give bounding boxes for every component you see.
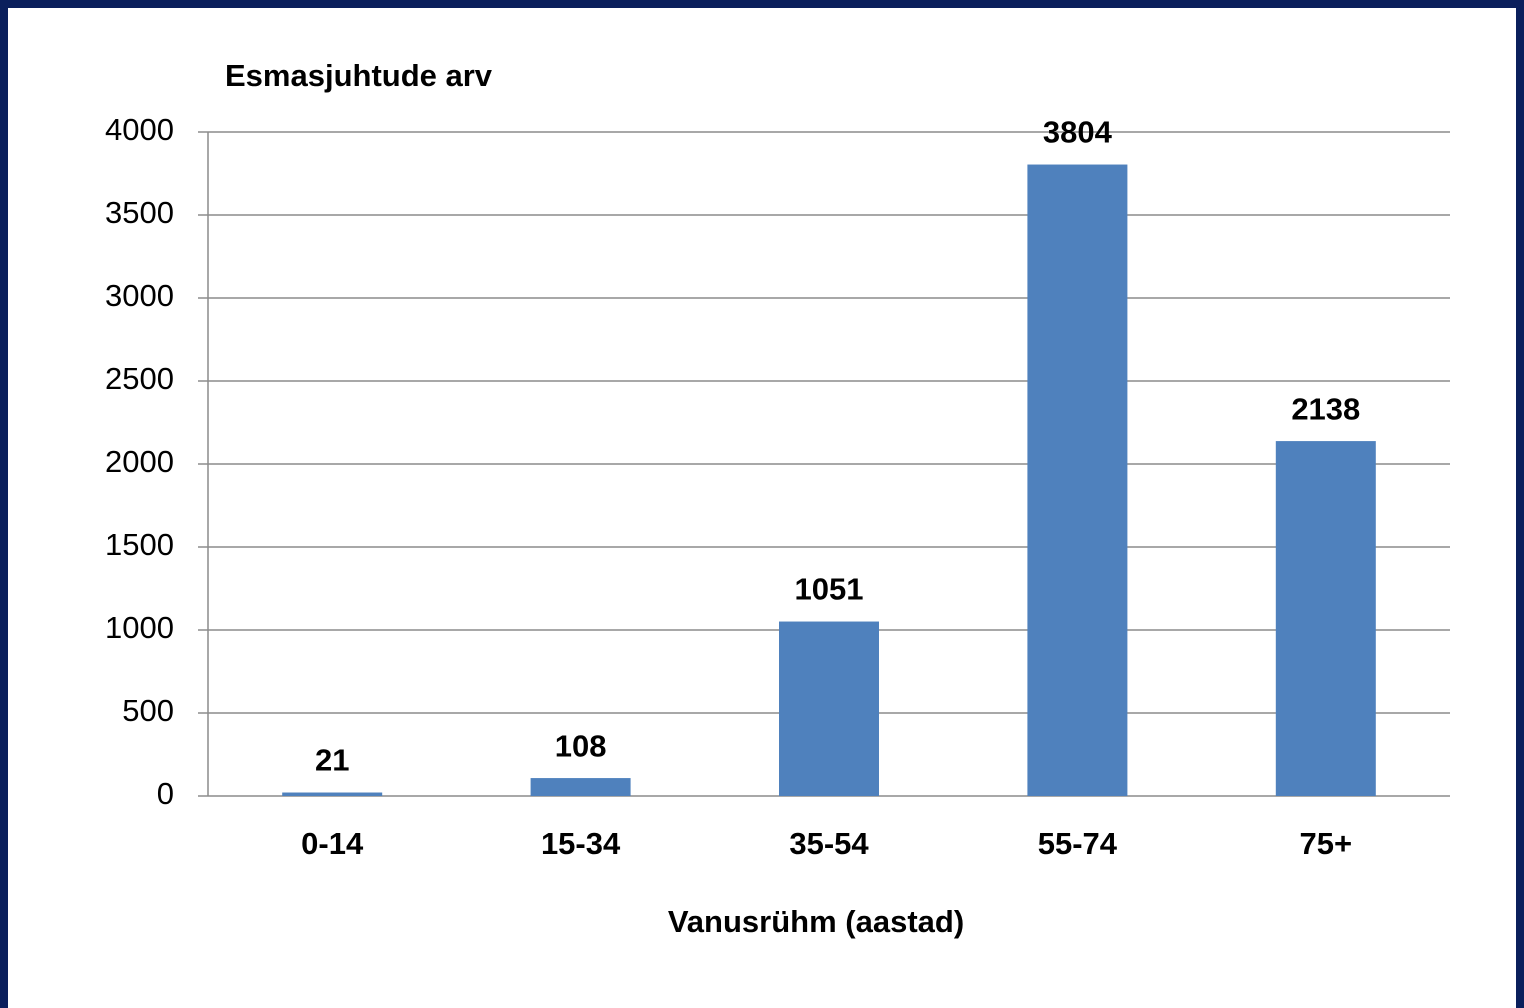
chart-title: Esmasjuhtude arv bbox=[225, 58, 493, 93]
bar bbox=[1275, 441, 1376, 796]
y-tick-label: 0 bbox=[157, 776, 174, 811]
x-tick-label: 15-34 bbox=[541, 826, 621, 861]
value-label: 21 bbox=[315, 743, 349, 778]
x-tick-label: 35-54 bbox=[789, 826, 869, 861]
y-tick-label: 4000 bbox=[105, 112, 174, 147]
x-tick-label: 55-74 bbox=[1038, 826, 1118, 861]
x-axis-title: Vanusrühm (aastad) bbox=[668, 904, 964, 939]
value-label: 108 bbox=[555, 728, 607, 763]
chart-background bbox=[8, 8, 1516, 1008]
bar bbox=[1027, 164, 1128, 796]
y-tick-label: 3500 bbox=[105, 195, 174, 230]
x-tick-label: 75+ bbox=[1300, 826, 1353, 861]
y-tick-label: 1500 bbox=[105, 527, 174, 562]
value-label: 3804 bbox=[1043, 115, 1113, 150]
y-tick-label: 2500 bbox=[105, 361, 174, 396]
value-label: 2138 bbox=[1291, 391, 1360, 426]
bar bbox=[282, 792, 383, 796]
bar bbox=[779, 621, 879, 796]
y-tick-label: 500 bbox=[122, 693, 174, 728]
bar bbox=[530, 778, 631, 796]
x-tick-label: 0-14 bbox=[301, 826, 364, 861]
y-tick-label: 3000 bbox=[105, 278, 174, 313]
y-tick-label: 1000 bbox=[105, 610, 174, 645]
y-tick-label: 2000 bbox=[105, 444, 174, 479]
value-label: 1051 bbox=[795, 572, 864, 607]
